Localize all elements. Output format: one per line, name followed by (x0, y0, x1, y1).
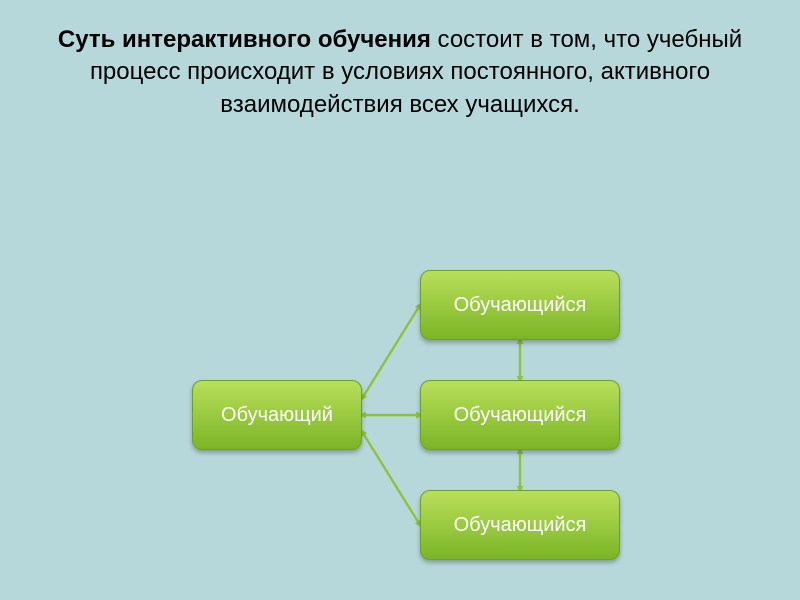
diagram-node-s3: Обучающийся (420, 490, 620, 560)
diagram-node-label: Обучающийся (454, 404, 587, 427)
slide-heading: Суть интерактивного обучения состоит в т… (40, 24, 760, 121)
heading-bold: Суть интерактивного обучения (58, 26, 431, 53)
diagram-node-label: Обучающий (221, 404, 333, 427)
slide: Суть интерактивного обучения состоит в т… (0, 0, 800, 600)
diagram-node-s1: Обучающийся (420, 270, 620, 340)
diagram-node-s2: Обучающийся (420, 380, 620, 450)
diagram-node-label: Обучающийся (454, 514, 587, 537)
diagram-edge (362, 432, 420, 526)
diagram-edge (362, 305, 420, 399)
diagram-node-label: Обучающийся (454, 294, 587, 317)
diagram-node-teacher: Обучающий (192, 380, 362, 450)
